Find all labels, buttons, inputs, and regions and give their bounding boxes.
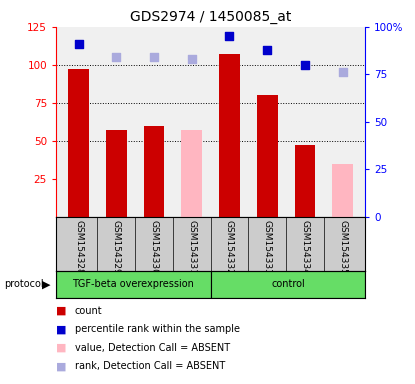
Text: protocol: protocol [4, 279, 44, 289]
Text: ■: ■ [56, 306, 66, 316]
Text: ▶: ▶ [42, 279, 50, 289]
Point [339, 70, 346, 76]
Text: ■: ■ [56, 343, 66, 353]
Bar [144, 126, 164, 217]
Text: GSM154335: GSM154335 [338, 220, 347, 275]
Bar [257, 95, 278, 217]
Title: GDS2974 / 1450085_at: GDS2974 / 1450085_at [130, 10, 291, 25]
Text: GSM154329: GSM154329 [112, 220, 121, 275]
Text: control: control [271, 279, 305, 289]
Text: GSM154334: GSM154334 [300, 220, 309, 275]
Bar [295, 146, 315, 217]
Point [302, 62, 308, 68]
Text: count: count [75, 306, 103, 316]
Text: GSM154333: GSM154333 [263, 220, 272, 275]
Text: value, Detection Call = ABSENT: value, Detection Call = ABSENT [75, 343, 230, 353]
Text: percentile rank within the sample: percentile rank within the sample [75, 324, 240, 334]
Text: TGF-beta overexpression: TGF-beta overexpression [72, 279, 194, 289]
Text: ■: ■ [56, 361, 66, 371]
Point [188, 56, 195, 62]
Text: GSM154331: GSM154331 [187, 220, 196, 275]
Point [264, 46, 271, 53]
Point [113, 54, 120, 60]
Bar [210, 271, 365, 298]
Bar [56, 271, 210, 298]
Bar [219, 54, 240, 217]
Text: GSM154328: GSM154328 [74, 220, 83, 275]
Text: GSM154332: GSM154332 [225, 220, 234, 275]
Point [226, 33, 233, 40]
Bar [106, 130, 127, 217]
Text: rank, Detection Call = ABSENT: rank, Detection Call = ABSENT [75, 361, 225, 371]
Bar [332, 164, 353, 217]
Bar [181, 130, 202, 217]
Text: GSM154330: GSM154330 [149, 220, 159, 275]
Point [151, 54, 157, 60]
Point [76, 41, 82, 47]
Bar [68, 70, 89, 217]
Text: ■: ■ [56, 324, 66, 334]
